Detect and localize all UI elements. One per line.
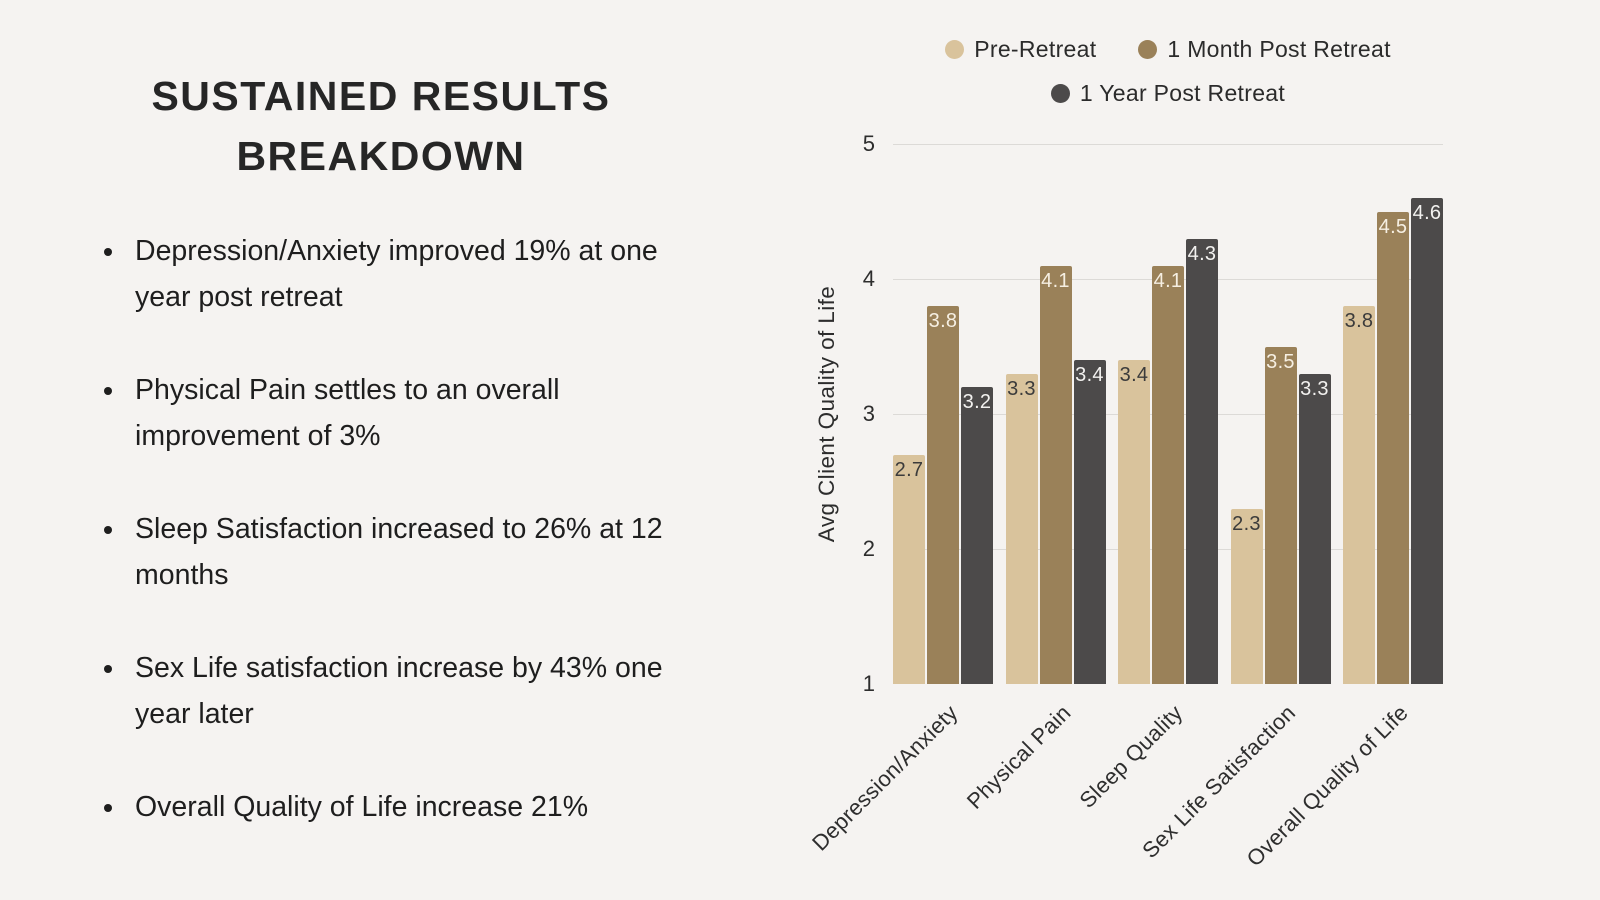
bar-group: 2.7 3.8 3.2: [893, 144, 993, 684]
bar: 4.5: [1377, 211, 1409, 684]
bar-value-label: 3.3: [1300, 377, 1329, 400]
x-tick-label-text: Sleep Quality: [1074, 700, 1188, 813]
page-title: SUSTAINED RESULTS BREAKDOWN: [97, 66, 665, 186]
bar-value-label: 4.3: [1187, 242, 1217, 265]
bar: 2.7: [893, 454, 925, 684]
legend-item: 1 Year Post Retreat: [1050, 80, 1286, 107]
legend-item: 1 Month Post Retreat: [1138, 36, 1390, 63]
y-axis-ticks: 1 2 3 4 5: [829, 131, 875, 696]
legend-item: Pre-Retreat: [945, 36, 1096, 63]
bar: 3.4: [1073, 360, 1106, 684]
title-line-1: SUSTAINED RESULTS: [151, 73, 611, 119]
legend-label: Pre-Retreat: [974, 36, 1097, 62]
bar-value-label: 3.5: [1266, 350, 1295, 373]
bar-value-label: 3.8: [928, 310, 958, 332]
legend-label: 1 Year Post Retreat: [1079, 80, 1286, 106]
chart-legend: Pre-Retreat 1 Month Post Retreat 1 Year Po…: [880, 36, 1456, 107]
list-item: Sex Life satisfaction increase by 43% on…: [127, 645, 665, 737]
bar: 3.3: [1005, 373, 1038, 684]
bullet-list: Depression/Anxiety improved 19% at one y…: [97, 228, 665, 830]
title-line-2: BREAKDOWN: [236, 133, 526, 179]
bar: 3.8: [1343, 306, 1375, 684]
bar-value-label: 4.1: [1153, 269, 1183, 292]
bar-value-label: 3.4: [1075, 364, 1104, 386]
bar: 4.3: [1186, 238, 1218, 684]
list-item: Depression/Anxiety improved 19% at one y…: [127, 228, 665, 320]
bar: 3.3: [1298, 373, 1331, 684]
y-tick-label: 1: [862, 671, 875, 696]
bar: 3.8: [927, 306, 959, 684]
plot-area: 2.7 3.8 3.2 3.3 4.1 3.4 3.4 4.1 4.3 2.3 3.5 3.3 3.8 4…: [893, 143, 1443, 684]
bar: 3.4: [1118, 360, 1150, 684]
bar: 3.2: [961, 387, 993, 684]
x-tick-label-text: Depression/Anxiety: [807, 700, 963, 856]
bar-value-label: 3.2: [962, 391, 992, 413]
bar-value-label: 2.7: [894, 458, 924, 481]
y-tick-label: 3: [862, 401, 875, 426]
bar-value-label: 4.5: [1378, 215, 1408, 238]
bar-value-label: 4.1: [1041, 269, 1070, 292]
bar: 2.3: [1230, 508, 1263, 684]
x-tick-label-text: Physical Pain: [961, 700, 1076, 814]
list-item: Sleep Satisfaction increased to 26% at 1…: [127, 506, 665, 598]
y-tick-label: 2: [862, 536, 875, 561]
bar-value-label: 3.4: [1119, 364, 1149, 386]
bar-group: 2.3 3.5 3.3: [1230, 144, 1331, 684]
y-tick-label: 4: [862, 266, 875, 291]
bar: 4.1: [1152, 265, 1184, 684]
bar: 4.6: [1411, 198, 1443, 684]
bar: 3.5: [1264, 346, 1297, 684]
list-item: Physical Pain settles to an overall impr…: [127, 367, 665, 459]
legend-dot-icon: [945, 40, 965, 59]
bar-value-label: 4.6: [1412, 202, 1442, 224]
legend-label: 1 Month Post Retreat: [1167, 36, 1391, 62]
list-item: Overall Quality of Life increase 21%: [127, 784, 665, 830]
legend-dot-icon: [1138, 40, 1158, 59]
bar: 4.1: [1039, 265, 1072, 684]
bar-group: 3.8 4.5 4.6: [1343, 144, 1443, 684]
bar-group: 3.4 4.1 4.3: [1118, 144, 1218, 684]
bar-value-label: 3.8: [1344, 310, 1374, 332]
bar-value-label: 2.3: [1232, 512, 1261, 535]
gridline: [893, 143, 1443, 145]
left-panel: SUSTAINED RESULTS BREAKDOWN Depression/A…: [97, 66, 665, 830]
y-tick-label: 5: [862, 131, 875, 156]
legend-dot-icon: [1050, 84, 1070, 103]
bar-group: 3.3 4.1 3.4: [1005, 144, 1106, 684]
bar-value-label: 3.3: [1007, 377, 1036, 400]
